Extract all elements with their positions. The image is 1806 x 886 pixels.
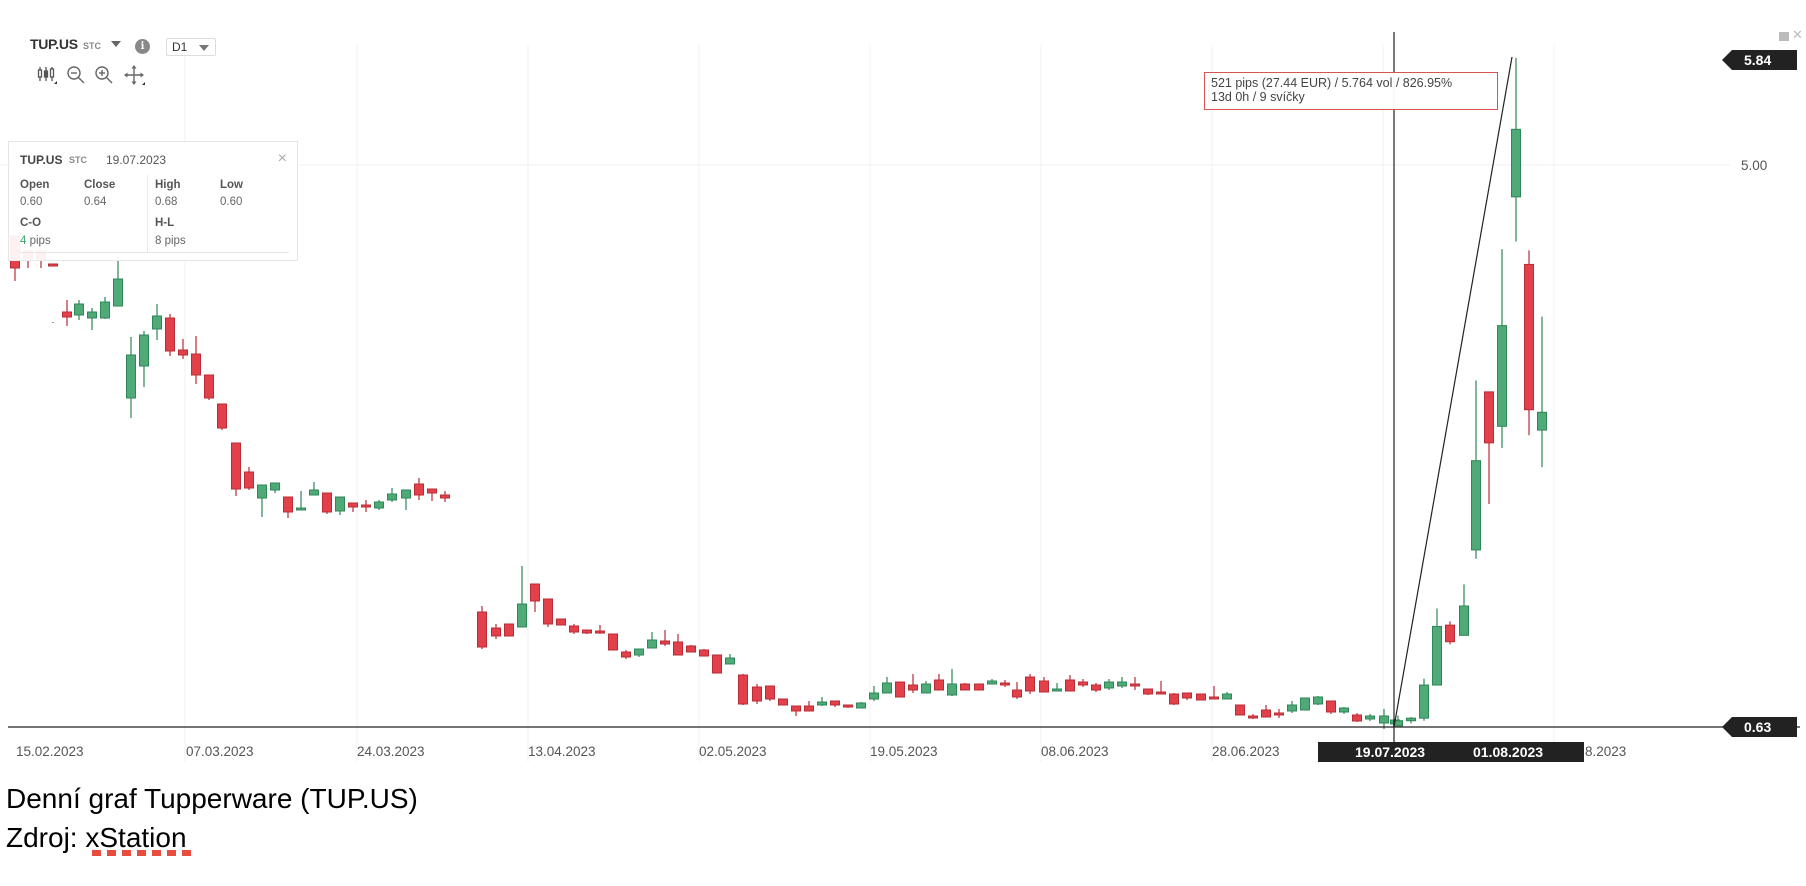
caption-title: Denní graf Tupperware (TUP.US) bbox=[6, 783, 418, 814]
last-price-tag: 5.84 bbox=[1722, 50, 1797, 70]
x-tick: 8.2023 bbox=[1585, 744, 1627, 759]
panel-bottom-line bbox=[19, 252, 289, 253]
caption-source: Zdroj: xStation bbox=[6, 822, 187, 853]
x-tick: 07.03.2023 bbox=[186, 744, 254, 759]
co-value: 4 pips bbox=[20, 235, 51, 247]
measure-line-1: 521 pips (27.44 EUR) / 5.764 vol / 826.9… bbox=[1211, 76, 1453, 90]
chevron-down-icon bbox=[199, 45, 209, 51]
close-value: 0.64 bbox=[84, 196, 107, 208]
timeframe-select[interactable]: D1 bbox=[166, 38, 216, 56]
source-link: xStation bbox=[85, 822, 187, 853]
ohlc-date: 19.07.2023 bbox=[106, 153, 167, 167]
measure-tool-label[interactable]: 521 pips (27.44 EUR) / 5.764 vol / 826.9… bbox=[1204, 72, 1498, 110]
high-label: High bbox=[155, 179, 181, 191]
panel-divider bbox=[147, 175, 148, 253]
x-tick: 24.03.2023 bbox=[357, 744, 425, 759]
crosshair-start-date: 19.07.2023 bbox=[1355, 744, 1426, 760]
co-label: C-O bbox=[20, 217, 42, 229]
minimize-icon[interactable] bbox=[1779, 32, 1789, 41]
close-label: Close bbox=[84, 179, 116, 191]
spellcheck-underline bbox=[92, 850, 196, 856]
hl-value: 8 pips bbox=[155, 235, 186, 247]
y-tick-5: 5.00 bbox=[1741, 158, 1768, 173]
x-tick: 02.05.2023 bbox=[699, 744, 767, 759]
low-label: Low bbox=[220, 179, 243, 191]
timeframe-value: D1 bbox=[172, 40, 188, 54]
x-tick: 19.05.2023 bbox=[870, 744, 938, 759]
x-tick: 15.02.2023 bbox=[16, 744, 84, 759]
hl-label: H-L bbox=[155, 217, 175, 229]
symbol-type: STC bbox=[83, 41, 101, 51]
move-icon[interactable] bbox=[123, 64, 145, 86]
crosshair-date-range: 19.07.2023 01.08.2023 bbox=[1318, 742, 1584, 762]
open-label: Open bbox=[20, 179, 50, 191]
crosshair-end-date: 01.08.2023 bbox=[1473, 744, 1544, 760]
symbol-dropdown-caret-icon[interactable] bbox=[111, 41, 121, 47]
measure-line-2: 13d 0h / 9 svíčky bbox=[1211, 90, 1305, 104]
zoom-out-icon[interactable] bbox=[65, 64, 87, 86]
low-value: 0.60 bbox=[220, 196, 243, 208]
x-tick: 28.06.2023 bbox=[1212, 744, 1280, 759]
chart-overlay bbox=[8, 32, 1800, 742]
symbol-name[interactable]: TUP.US bbox=[30, 36, 78, 52]
horizontal-line-price-tag[interactable]: 0.63 bbox=[1722, 717, 1797, 737]
ohlc-info-panel: TUP.US STC 19.07.2023 × Open 0.60 Close … bbox=[8, 141, 298, 261]
x-tick: 08.06.2023 bbox=[1041, 744, 1109, 759]
candlestick-type-icon[interactable] bbox=[36, 64, 58, 86]
open-value: 0.60 bbox=[20, 196, 43, 208]
ohlc-symbol: TUP.US bbox=[20, 153, 63, 167]
high-value: 0.68 bbox=[155, 196, 178, 208]
zoom-in-icon[interactable] bbox=[93, 64, 115, 86]
close-icon[interactable]: ✕ bbox=[1792, 27, 1803, 42]
info-icon[interactable]: i bbox=[135, 39, 150, 54]
ohlc-symbol-type: STC bbox=[69, 155, 87, 165]
close-panel-icon[interactable]: × bbox=[277, 150, 287, 167]
x-tick: 13.04.2023 bbox=[528, 744, 596, 759]
